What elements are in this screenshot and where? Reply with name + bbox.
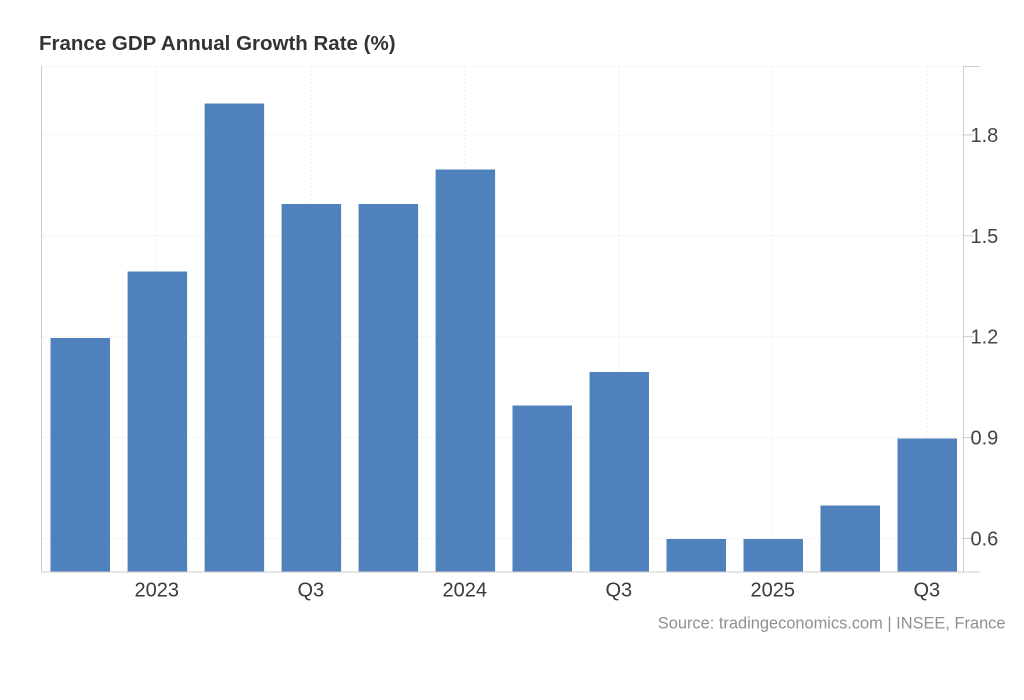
svg-text:1.2: 1.2 — [971, 327, 999, 349]
svg-text:Q3: Q3 — [605, 580, 632, 602]
svg-text:France GDP Annual Growth Rate: France GDP Annual Growth Rate (%) — [39, 32, 396, 55]
svg-text:2024: 2024 — [443, 580, 488, 602]
svg-text:2023: 2023 — [135, 580, 180, 602]
svg-text:Q3: Q3 — [297, 580, 324, 602]
svg-text:2025: 2025 — [751, 580, 796, 602]
svg-text:0.9: 0.9 — [971, 428, 999, 450]
svg-text:0.6: 0.6 — [971, 529, 999, 551]
svg-text:1.5: 1.5 — [971, 226, 999, 248]
svg-text:Q3: Q3 — [913, 580, 940, 602]
svg-text:Source: tradingeconomics.com |: Source: tradingeconomics.com | INSEE, Fr… — [658, 615, 1006, 633]
svg-text:1.8: 1.8 — [971, 125, 999, 147]
